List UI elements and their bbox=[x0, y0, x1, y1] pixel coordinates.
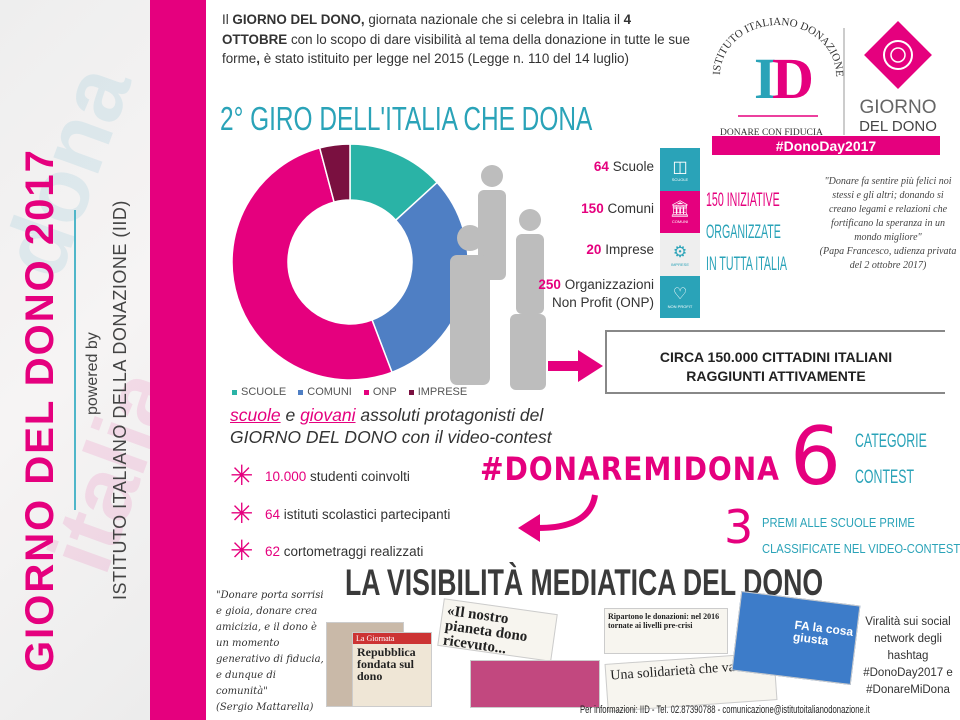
svg-text:GIORNO: GIORNO bbox=[859, 97, 936, 118]
hashtag-badge: #DonoDay2017 bbox=[776, 138, 877, 154]
prizes-number: 3 bbox=[724, 500, 754, 554]
photo-tv-fa-la-cosa-giusta: FA la cosa giusta bbox=[731, 590, 861, 686]
svg-text:DEL DONO: DEL DONO bbox=[859, 118, 937, 135]
list-item: ✳ 64 istituti scolastici partecipanti bbox=[230, 498, 451, 529]
legend-swatch bbox=[363, 389, 369, 395]
categories-label: CATEGORIE CONTEST bbox=[855, 431, 927, 488]
legend-item-scuole: SCUOLE bbox=[232, 386, 286, 398]
svg-text:I: I bbox=[754, 46, 777, 111]
asterisk-icon: ✳ bbox=[230, 498, 254, 529]
legend-item-imprese: IMPRESE bbox=[408, 386, 467, 398]
mattarella-quote: "Donare porta sorrisi e gioia, donare cr… bbox=[216, 590, 324, 713]
list-item: ✳ 10.000 studenti coinvolti bbox=[230, 460, 410, 491]
gears-icon: ⚙ IMPRESE bbox=[660, 233, 700, 276]
donut-slice-onp bbox=[231, 147, 393, 381]
protagonists-text: scuole e giovani assoluti protagonisti d… bbox=[230, 405, 552, 447]
stat-comuni: 150 Comuni bbox=[581, 201, 654, 216]
asterisk-icon: ✳ bbox=[230, 460, 254, 491]
initiatives-text: 150 INIZIATIVE ORGANIZZATE IN TUTTA ITALIA bbox=[706, 190, 787, 275]
logo: ISTITUTO ITALIANO DONAZIONE I D DONARE C… bbox=[708, 10, 948, 155]
prizes-label: PREMI ALLE SCUOLE PRIME CLASSIFICATE NEL … bbox=[762, 515, 960, 556]
divider bbox=[74, 210, 76, 510]
list-item: ✳ 62 cortometraggi realizzati bbox=[230, 535, 424, 566]
arrow-right-icon bbox=[548, 350, 603, 382]
sidebar-title: GIORNO DEL DONO 2017 bbox=[18, 148, 62, 672]
intro-text: Il GIORNO DEL DONO, giornata nazionale c… bbox=[222, 12, 690, 66]
svg-text:DONARE CON FIDUCIA: DONARE CON FIDUCIA bbox=[720, 128, 823, 138]
asterisk-icon: ✳ bbox=[230, 535, 254, 566]
virality-text: Viralità sui social network degli hashtag #… bbox=[863, 616, 953, 696]
powered-by: powered by bbox=[84, 332, 101, 415]
logo-monogram: D bbox=[772, 46, 814, 111]
pink-stripe bbox=[150, 0, 206, 720]
section-title: 2° GIRO DELL'ITALIA CHE DONA bbox=[220, 100, 593, 137]
legend-swatch bbox=[298, 389, 304, 395]
clipping-giornata: La Giornata Repubblica fondata sul dono bbox=[352, 632, 432, 707]
organization-name: ISTITUTO ITALIANO DELLA DONAZIONE (IID) bbox=[110, 200, 130, 600]
footer-contact: Per informazioni: IID - Tel. 02.87390788… bbox=[580, 704, 870, 716]
curved-arrow-icon bbox=[518, 494, 598, 542]
reach-box: CIRCA 150.000 CITTADINI ITALIANI RAGGIUNT… bbox=[605, 330, 945, 394]
legend-item-comuni: COMUNI bbox=[298, 386, 352, 398]
heart-icon: ♡ NON PROFIT bbox=[660, 275, 700, 318]
people-icon bbox=[450, 165, 546, 390]
book-icon: ◫ SCUOLE bbox=[660, 148, 700, 191]
clipping-ripartono: Ripartono le donazioni: nel 2016 tornate… bbox=[604, 608, 728, 654]
building-icon: 🏛 COMUNI bbox=[660, 190, 700, 233]
contest-hashtag: #DONAREMIDONA bbox=[480, 450, 780, 488]
stat-onp: 250 Organizzazioni Non Profit (ONP) bbox=[538, 277, 654, 310]
categories-number: 6 bbox=[790, 410, 841, 503]
legend-item-onp: ONP bbox=[363, 386, 397, 398]
category-icons: ◫ SCUOLE 🏛 COMUNI ⚙ IMPRESE ♡ NON PROFIT bbox=[660, 148, 700, 318]
pope-quote: "Donare fa sentire più felici noi stessi… bbox=[819, 176, 957, 271]
chart-legend: SCUOLE COMUNI ONP IMPRESE bbox=[232, 386, 467, 398]
donut-chart bbox=[231, 143, 469, 381]
donut-slice-imprese bbox=[318, 143, 351, 203]
clipping-pianeta: «Il nostro pianeta dono ricevuto... bbox=[437, 598, 558, 662]
legend-swatch bbox=[408, 389, 414, 395]
stat-imprese: 20 Imprese bbox=[586, 242, 654, 257]
legend-swatch bbox=[232, 389, 237, 395]
photo-tv-studio bbox=[470, 660, 600, 708]
stat-scuole: 64 Scuole bbox=[593, 159, 654, 174]
